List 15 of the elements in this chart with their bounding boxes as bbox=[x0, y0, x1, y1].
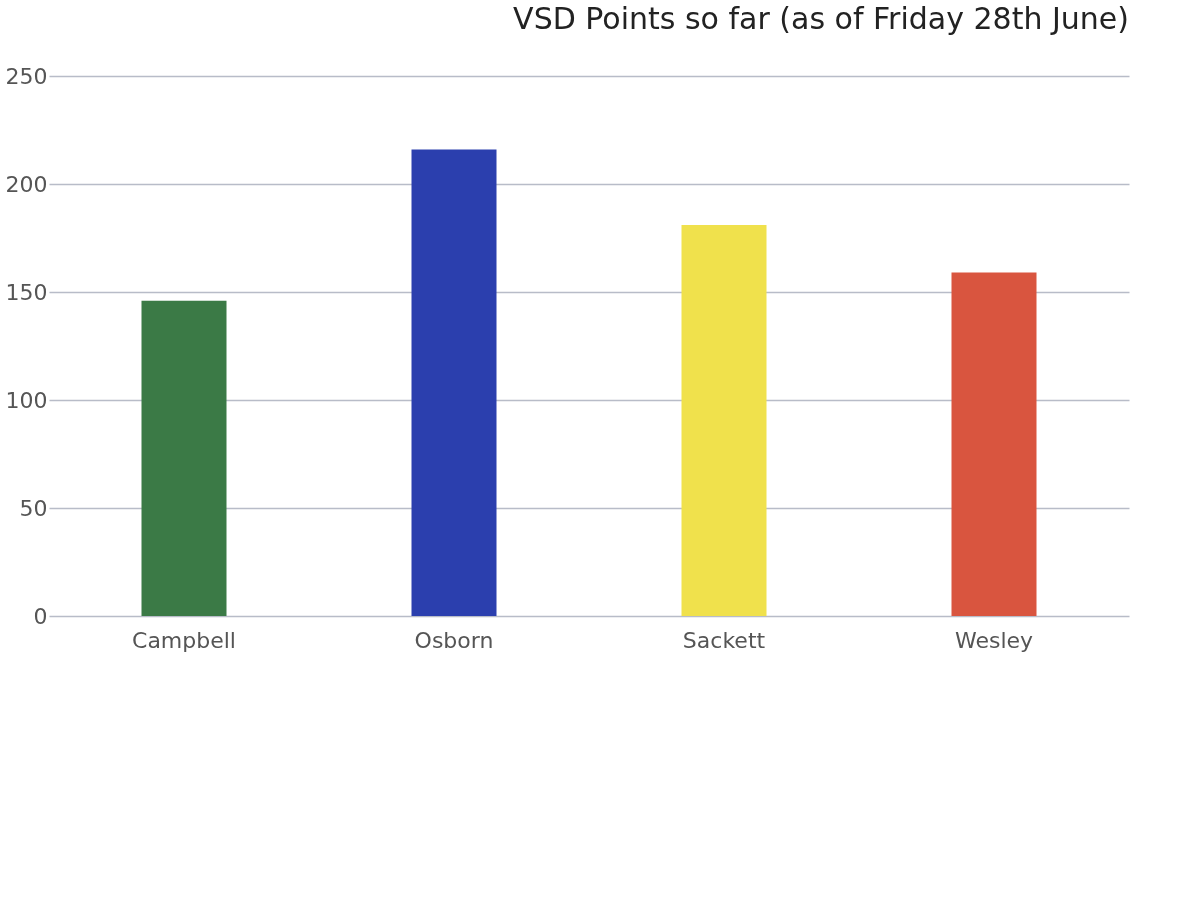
y-tick-label: 100 bbox=[5, 387, 48, 413]
y-tick-label: 0 bbox=[33, 603, 48, 629]
x-tick-label: Campbell bbox=[132, 627, 236, 653]
x-tick-label: Sackett bbox=[682, 627, 766, 653]
bar bbox=[411, 149, 497, 616]
y-tick-label: 50 bbox=[19, 495, 48, 521]
bar bbox=[951, 272, 1037, 616]
bar bbox=[141, 300, 227, 616]
x-tick-label: Wesley bbox=[954, 627, 1034, 653]
y-tick-label: 250 bbox=[5, 63, 48, 89]
y-tick-label: 150 bbox=[5, 279, 48, 305]
x-tick-label: Osborn bbox=[414, 627, 494, 653]
chart-title: VSD Points so far (as of Friday 28th June) bbox=[513, 1, 1129, 36]
bar bbox=[681, 225, 767, 616]
y-tick-label: 200 bbox=[5, 171, 48, 197]
